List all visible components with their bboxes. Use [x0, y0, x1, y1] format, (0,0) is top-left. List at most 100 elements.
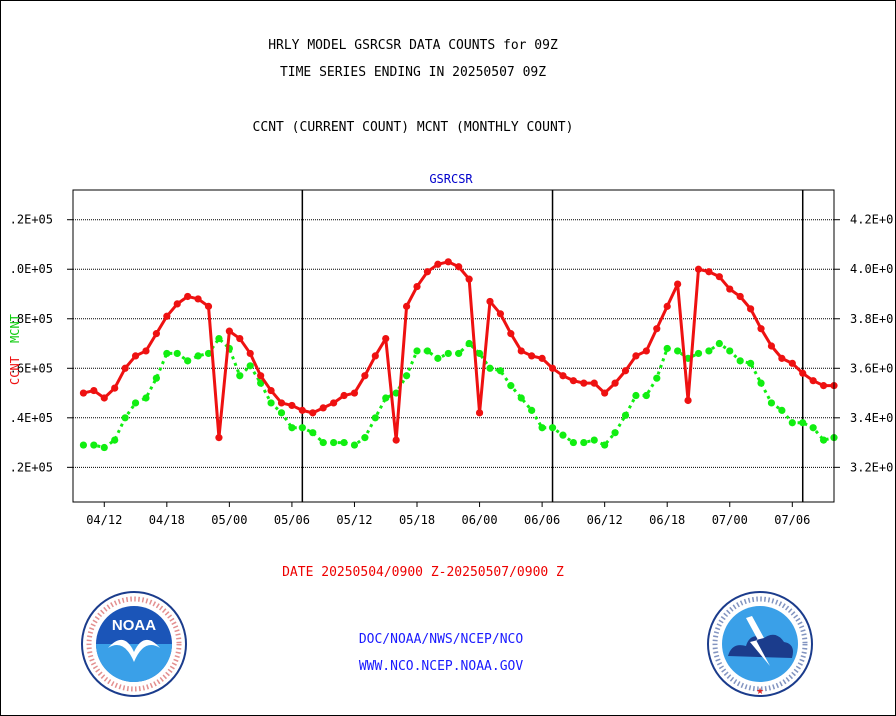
data-point-mcnt — [736, 357, 744, 365]
data-point-ccnt — [548, 364, 557, 372]
data-point-ccnt — [444, 258, 452, 266]
data-point-ccnt — [246, 349, 254, 358]
data-point-ccnt — [580, 379, 588, 387]
left-axis-title: CCNT MCNT — [8, 314, 22, 385]
chart-subtitle: CCNT (CURRENT COUNT) MCNT (MONTHLY COUNT… — [252, 120, 574, 135]
x-tick-label: 05/00 — [211, 513, 247, 527]
data-point-ccnt — [142, 347, 150, 355]
data-point-ccnt — [507, 330, 515, 338]
data-point-mcnt — [423, 347, 432, 355]
data-point-ccnt — [423, 268, 432, 276]
data-point-ccnt — [642, 347, 650, 355]
link-doc-noaa[interactable]: DOC/NOAA/NWS/NCEP/NCO — [358, 632, 524, 647]
x-tick-label: 06/00 — [461, 513, 497, 527]
data-point-mcnt — [819, 436, 828, 444]
data-point-mcnt — [747, 359, 755, 367]
data-point-mcnt — [319, 438, 327, 447]
link-nco-website[interactable]: WWW.NCO.NCEP.NOAA.GOV — [358, 659, 524, 674]
data-point-ccnt — [819, 382, 828, 390]
data-point-mcnt — [90, 441, 98, 449]
x-tick-label: 04/12 — [86, 513, 122, 527]
data-point-ccnt — [694, 265, 703, 273]
data-point-ccnt — [215, 434, 223, 442]
data-point-mcnt — [642, 391, 650, 400]
data-point-mcnt — [163, 349, 171, 358]
left-tick-label: .0E+05 — [10, 262, 53, 276]
data-point-ccnt — [413, 282, 421, 291]
data-point-ccnt — [747, 305, 755, 313]
data-point-mcnt — [663, 344, 671, 353]
x-tick-label: 07/00 — [712, 513, 748, 527]
left-axis-label-ccnt: CCNT — [8, 356, 22, 385]
data-point-ccnt — [590, 379, 598, 387]
data-point-mcnt — [486, 364, 494, 372]
data-point-mcnt — [298, 424, 306, 432]
data-point-ccnt — [517, 347, 525, 355]
data-point-mcnt — [559, 431, 567, 439]
data-point-ccnt — [361, 372, 369, 380]
data-point-mcnt — [340, 438, 348, 447]
data-point-mcnt — [184, 357, 192, 365]
data-point-mcnt — [330, 438, 338, 447]
data-point-mcnt — [277, 409, 286, 417]
data-point-mcnt — [288, 424, 296, 432]
data-point-ccnt — [434, 260, 442, 268]
data-point-ccnt — [621, 367, 630, 375]
data-point-ccnt — [392, 436, 400, 444]
x-tick-label: 05/12 — [336, 513, 372, 527]
data-point-ccnt — [496, 310, 505, 318]
data-point-mcnt — [621, 411, 630, 419]
data-point-ccnt — [455, 263, 463, 271]
data-point-ccnt — [475, 409, 484, 417]
data-point-ccnt — [402, 302, 411, 310]
right-tick-label: 3.2E+0 — [850, 460, 893, 474]
left-axis-label-mcnt: MCNT — [8, 314, 22, 343]
series-mcnt — [79, 334, 838, 452]
data-point-ccnt — [528, 352, 536, 360]
x-tick-label: 06/06 — [524, 513, 560, 527]
data-point-mcnt — [392, 389, 400, 397]
data-point-mcnt — [726, 347, 734, 355]
data-point-ccnt — [726, 285, 734, 293]
data-point-mcnt — [79, 441, 88, 449]
left-tick-label: .4E+05 — [10, 411, 53, 425]
data-point-ccnt — [184, 292, 192, 301]
left-tick-label: .8E+05 — [10, 312, 53, 326]
plot-area-border — [72, 189, 835, 503]
chart-title-line1: HRLY MODEL GSRCSR DATA COUNTS for 09Z — [268, 38, 558, 53]
data-point-mcnt — [517, 394, 525, 402]
data-point-ccnt — [309, 409, 317, 417]
axis-layer: .2E+05 3.2E+0 .4E+05 3.4E+0 .6E+05 3.6E+0 .8E+… — [10, 213, 894, 527]
data-point-mcnt — [788, 419, 796, 427]
data-point-mcnt — [538, 424, 546, 432]
data-point-mcnt — [267, 399, 275, 407]
data-point-mcnt — [548, 424, 557, 432]
data-point-mcnt — [632, 391, 640, 400]
data-point-ccnt — [298, 406, 306, 414]
data-point-ccnt — [111, 384, 119, 392]
data-point-ccnt — [559, 372, 567, 380]
data-point-mcnt — [809, 424, 817, 432]
data-point-ccnt — [277, 399, 286, 407]
data-point-mcnt — [111, 436, 119, 444]
data-point-mcnt — [402, 372, 411, 380]
data-point-ccnt — [569, 377, 577, 385]
data-point-mcnt — [382, 394, 390, 402]
data-point-ccnt — [684, 396, 692, 405]
data-point-mcnt — [778, 406, 786, 414]
noaa-logo: NOAA — [81, 591, 187, 697]
data-point-ccnt — [267, 386, 275, 395]
date-range: DATE 20250504/0900 Z-20250507/0900 Z — [282, 565, 564, 580]
data-point-ccnt — [715, 273, 723, 281]
data-point-mcnt — [371, 414, 379, 422]
data-point-mcnt — [601, 441, 609, 449]
data-point-mcnt — [173, 349, 181, 358]
data-point-mcnt — [131, 399, 140, 407]
x-tick-label: 05/06 — [274, 513, 310, 527]
data-point-ccnt — [465, 275, 473, 283]
data-point-ccnt — [350, 389, 359, 397]
data-point-mcnt — [528, 406, 536, 414]
data-point-mcnt — [580, 438, 588, 447]
data-point-mcnt — [653, 374, 661, 382]
